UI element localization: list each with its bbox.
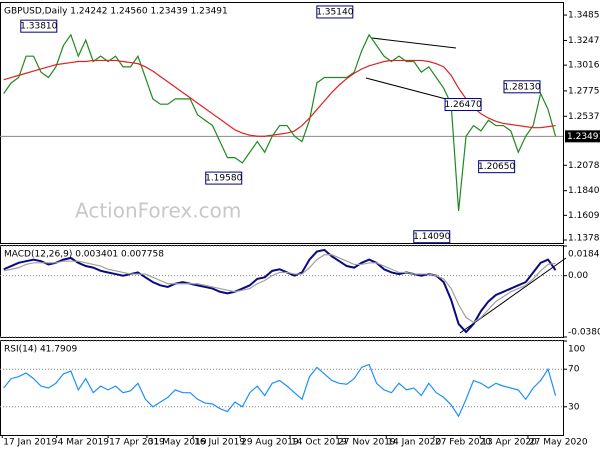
y-tick-label: 1.13780: [568, 234, 600, 244]
annotation-box: [413, 230, 451, 244]
x-tick-label: 17 Jan 2019: [3, 438, 57, 448]
panel-title: GBPUSD,Daily 1.24242 1.24560 1.23439 1.2…: [4, 7, 228, 17]
panel-title: MACD(12,26,9) 0.003401 0.007758: [4, 250, 164, 260]
annotation-box: [205, 171, 243, 185]
annotation-label: 1.28130: [503, 82, 540, 92]
annotation-label: 1.20650: [478, 162, 515, 172]
y-tick-label: 1.18400: [568, 186, 600, 196]
annotation-box: [478, 160, 516, 174]
y-tick-label: 0.018442: [568, 250, 600, 260]
watermark: ActionForex.com: [75, 199, 241, 223]
series-line: [3, 33, 557, 212]
annotation-label: 1.19580: [205, 174, 242, 184]
x-tick-label: 17 Apr 2019: [109, 438, 165, 448]
x-tick-label: 31 May 2019: [148, 438, 207, 448]
channel-line: [371, 37, 457, 49]
y-tick-label: 1.20780: [568, 161, 600, 171]
annotation-box: [20, 19, 58, 33]
y-tick-label: 1.32470: [568, 36, 600, 46]
annotation-label: 1.33810: [20, 22, 57, 32]
y-tick-label: 70: [568, 365, 580, 375]
x-tick-label: 14 Oct 2019: [291, 438, 347, 448]
x-tick-label: 27 Feb 2020: [435, 438, 491, 448]
annotation-box: [316, 5, 354, 19]
y-tick-label: 1.27750: [568, 86, 600, 96]
x-tick-label: 16 Jul 2019: [194, 438, 245, 448]
trend-drawings: [365, 37, 567, 334]
y-tick-label: 1.34850: [568, 11, 600, 21]
panel-title: RSI(14) 41.7909: [4, 345, 77, 355]
series-line: [3, 59, 556, 137]
current-price-box: [565, 130, 600, 143]
y-tick-label: 1.25370: [568, 112, 600, 122]
annotation-box: [444, 98, 482, 112]
y-tick-label: 0.00: [568, 271, 588, 281]
panel-frame: [0, 2, 564, 244]
series-line: [3, 363, 557, 418]
y-tick-label: 100: [568, 345, 585, 355]
annotation-label: 1.35140: [316, 7, 353, 17]
y-tick-label: -0.038095: [568, 328, 600, 338]
annotation-label: 1.26470: [444, 100, 481, 110]
trend-line: [459, 257, 567, 334]
y-tick-label: 30: [568, 402, 580, 412]
series-line: [3, 254, 556, 324]
annotation-label: 1.14090: [413, 232, 450, 242]
current-price-label: 1.23491: [567, 132, 600, 142]
y-tick-label: 1.16090: [568, 211, 600, 221]
annotation-box: [503, 80, 541, 94]
y-tick-label: 1.30160: [568, 61, 600, 71]
x-tick-label: 27 May 2020: [529, 438, 588, 448]
x-tick-label: 13 Apr 2020: [481, 438, 537, 448]
x-tick-label: 14 Jan 2020: [387, 438, 441, 448]
channel-line: [365, 77, 447, 100]
series-line: [3, 248, 557, 334]
x-tick-label: 27 Nov 2019: [338, 438, 396, 448]
x-tick-label: 4 Mar 2019: [58, 438, 110, 448]
x-tick-label: 29 Aug 2019: [241, 438, 299, 448]
